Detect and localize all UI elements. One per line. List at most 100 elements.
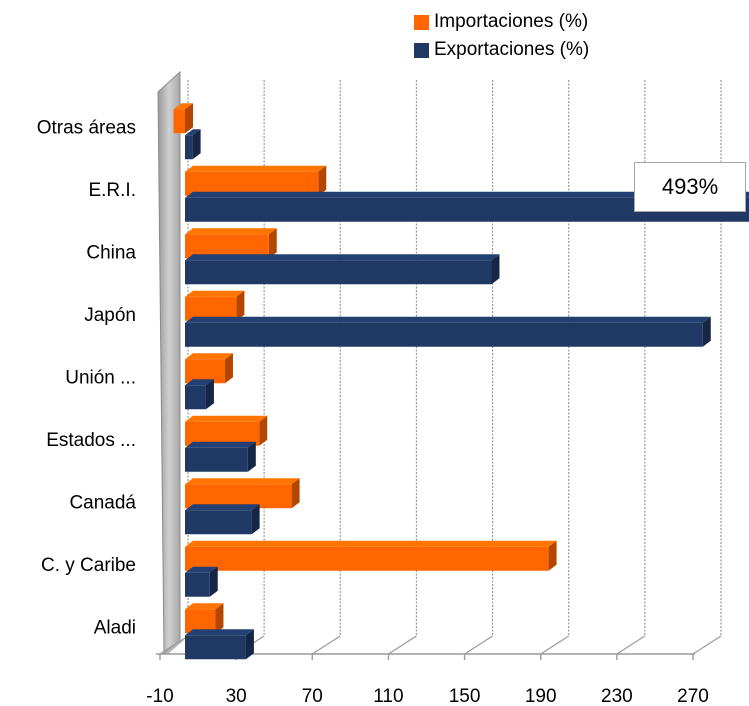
bar-exportaciones-china xyxy=(185,254,500,285)
category-labels: Aladi C. y Caribe Canadá Estados ... Unión .… xyxy=(37,117,137,638)
bar-importaciones-canada xyxy=(185,478,300,509)
x-tick-label: 70 xyxy=(302,686,323,706)
bar-exportaciones-otras-areas-top xyxy=(185,129,201,136)
category-label-japon: Japón xyxy=(84,305,136,326)
bar-exportaciones-union xyxy=(185,379,214,410)
bar-exportaciones-canada-side xyxy=(251,504,260,535)
x-tick-label: 150 xyxy=(449,686,481,706)
bar-importaciones-canada-top xyxy=(185,478,300,485)
gridline-floor xyxy=(616,635,646,655)
bar-importaciones-union xyxy=(185,353,233,384)
bar-importaciones-china xyxy=(185,228,277,259)
x-tick-label: 30 xyxy=(226,686,247,706)
x-tick-label: 190 xyxy=(525,686,557,706)
gridline-floor xyxy=(692,635,722,655)
bar-importaciones-otras-areas xyxy=(173,103,193,134)
bar-exportaciones-aladi xyxy=(185,629,254,660)
bar-importaciones-otras-areas-top xyxy=(173,103,193,110)
bar-exportaciones-otras-areas-side xyxy=(192,129,201,160)
category-label-canada: Canadá xyxy=(69,492,136,513)
bar-exportaciones-c-y-caribe-front xyxy=(185,572,210,597)
bar-exportaciones-estados-front xyxy=(185,447,248,472)
bar-exportaciones-c-y-caribe xyxy=(185,566,218,597)
bar-exportaciones-china-side xyxy=(491,254,500,285)
bar-importaciones-c-y-caribe-side xyxy=(548,540,557,571)
bar-importaciones-aladi-top xyxy=(185,603,224,610)
bar-exportaciones-japon-top xyxy=(185,316,711,323)
bar-exportaciones-japon xyxy=(185,316,711,347)
x-tick-label: 270 xyxy=(677,686,709,706)
x-tick-label: 230 xyxy=(601,686,633,706)
bar-importaciones-e-r-i-top xyxy=(185,165,327,172)
bar-exportaciones-canada-top xyxy=(185,504,260,511)
bar-importaciones-e-r-i xyxy=(185,165,327,196)
bar-importaciones-china-side xyxy=(268,228,277,259)
legend-item-exportaciones: Exportaciones (%) xyxy=(414,36,589,64)
legend: Importaciones (%) Exportaciones (%) xyxy=(414,8,589,64)
side-wall xyxy=(157,70,184,656)
bar-importaciones-c-y-caribe xyxy=(185,540,557,571)
bar-importaciones-canada-side xyxy=(291,478,300,509)
legend-label-importaciones: Importaciones (%) xyxy=(434,11,589,32)
gridline-floor xyxy=(540,635,570,655)
x-tick-label: -10 xyxy=(146,686,173,706)
category-label-c-y-caribe: C. y Caribe xyxy=(41,555,136,576)
category-label-estados: Estados ... xyxy=(46,430,136,451)
wall-panel xyxy=(157,70,181,656)
bar-importaciones-c-y-caribe-front xyxy=(185,546,549,571)
bar-exportaciones-c-y-caribe-side xyxy=(209,566,218,597)
bar-exportaciones-estados-side xyxy=(247,441,256,472)
value-callout: 493% xyxy=(634,162,746,212)
bar-importaciones-japon-side xyxy=(236,290,245,321)
gridline-floor xyxy=(464,635,493,655)
bar-importaciones-estados-side xyxy=(259,415,268,446)
bar-importaciones-union-side xyxy=(224,353,233,384)
category-label-e-r-i: E.R.I. xyxy=(88,180,136,201)
bar-importaciones-otras-areas-side xyxy=(185,103,193,134)
x-tick-labels: -10 30 70 110 150 190 230 270 xyxy=(146,686,709,706)
bar-importaciones-union-top xyxy=(185,353,233,360)
bar-importaciones-otras-areas-front xyxy=(173,109,185,134)
bar-exportaciones-estados xyxy=(185,441,256,472)
x-tick-label: 110 xyxy=(373,686,403,706)
bar-importaciones-japon-top xyxy=(185,290,245,297)
bar-importaciones-china-top xyxy=(185,228,277,235)
bar-exportaciones-china-top xyxy=(185,254,500,261)
bar-importaciones-c-y-caribe-top xyxy=(185,540,557,547)
gridline-floor xyxy=(388,635,417,655)
legend-swatch-exportaciones xyxy=(414,42,429,58)
bar-exportaciones-union-top xyxy=(185,379,214,386)
category-label-china: China xyxy=(86,242,136,263)
bar-exportaciones-otras-areas xyxy=(185,129,201,160)
bar-exportaciones-canada xyxy=(185,504,260,535)
category-label-union: Unión ... xyxy=(65,367,136,388)
bar-exportaciones-estados-top xyxy=(185,441,256,448)
category-label-otras-areas: Otras áreas xyxy=(37,117,136,138)
legend-label-exportaciones: Exportaciones (%) xyxy=(434,39,590,60)
bar-importaciones-aladi xyxy=(185,603,224,634)
bar-exportaciones-c-y-caribe-top xyxy=(185,566,218,573)
bar-exportaciones-e-r-i-top xyxy=(185,191,749,198)
bar-exportaciones-japon-front xyxy=(185,322,703,347)
legend-swatch-importaciones xyxy=(414,14,429,30)
bar-exportaciones-otras-areas-front xyxy=(185,135,193,160)
bar-exportaciones-aladi-front xyxy=(185,635,246,660)
bar-exportaciones-china-front xyxy=(185,260,492,285)
gridline-floor xyxy=(311,635,341,655)
bar-importaciones-japon xyxy=(185,290,245,321)
bar-exportaciones-union-front xyxy=(185,385,206,410)
bar-importaciones-aladi-side xyxy=(215,603,224,634)
gridline-floor xyxy=(159,635,189,655)
bar-exportaciones-aladi-side xyxy=(245,629,254,660)
bar-importaciones-estados xyxy=(185,415,268,446)
bar-importaciones-estados-top xyxy=(185,415,268,422)
bar-importaciones-e-r-i-side xyxy=(318,165,327,196)
bar-exportaciones-union-side xyxy=(205,379,214,410)
wall-edge xyxy=(164,640,184,654)
bar-exportaciones-japon-side xyxy=(702,316,711,347)
bar-exportaciones-aladi-top xyxy=(185,629,254,636)
bar-exportaciones-canada-front xyxy=(185,510,252,535)
category-label-aladi: Aladi xyxy=(94,617,136,638)
legend-item-importaciones: Importaciones (%) xyxy=(414,8,589,36)
